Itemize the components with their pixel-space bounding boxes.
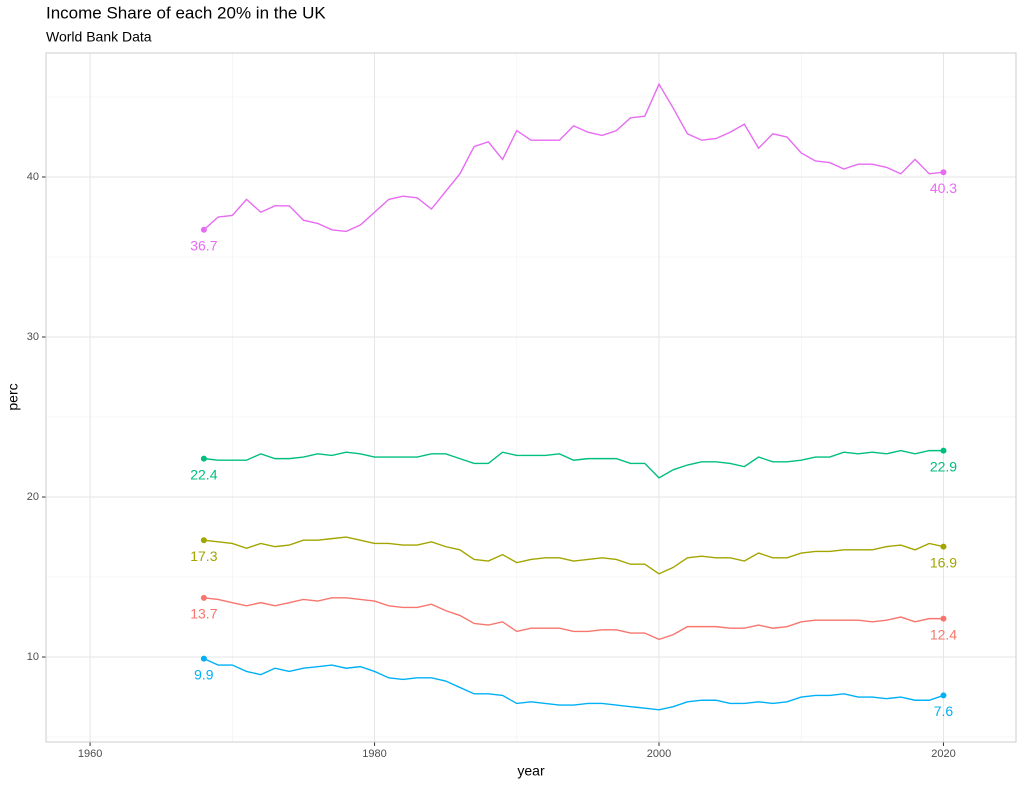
chart-title: Income Share of each 20% in the UK (46, 3, 326, 22)
end-label: 7.6 (934, 703, 954, 719)
end-label: 40.3 (930, 180, 957, 196)
x-axis-title: year (517, 763, 545, 779)
y-tick-label: 40 (27, 171, 39, 183)
end-label: 17.3 (190, 548, 217, 564)
end-label: 16.9 (930, 554, 957, 570)
x-tick-label: 1960 (78, 748, 102, 760)
end-point (940, 169, 947, 176)
end-label: 36.7 (190, 238, 217, 254)
end-label: 13.7 (190, 606, 217, 622)
x-tick-label: 1980 (362, 748, 386, 760)
y-tick-label: 30 (27, 331, 39, 343)
end-point (940, 543, 947, 550)
end-label: 22.4 (190, 466, 217, 482)
y-axis-title: perc (5, 383, 21, 410)
end-label: 12.4 (930, 626, 957, 642)
end-point (200, 226, 207, 233)
end-point (200, 655, 207, 662)
x-tick-label: 2020 (931, 748, 955, 760)
end-point (200, 594, 207, 601)
series-line (203, 449, 944, 479)
end-point (940, 447, 947, 454)
end-point (940, 615, 947, 622)
end-point (200, 537, 207, 544)
series-line (203, 597, 944, 641)
x-tick-label: 2000 (647, 748, 671, 760)
y-tick-label: 20 (27, 491, 39, 503)
end-label: 22.9 (930, 458, 957, 474)
chart-subtitle: World Bank Data (46, 29, 152, 45)
y-tick-label: 10 (27, 651, 39, 663)
end-point (200, 455, 207, 462)
end-point (940, 692, 947, 699)
panel-border (45, 52, 1017, 743)
series-line (203, 536, 944, 575)
end-label: 9.9 (194, 666, 214, 682)
series-line (203, 657, 944, 711)
series-line (203, 82, 944, 233)
